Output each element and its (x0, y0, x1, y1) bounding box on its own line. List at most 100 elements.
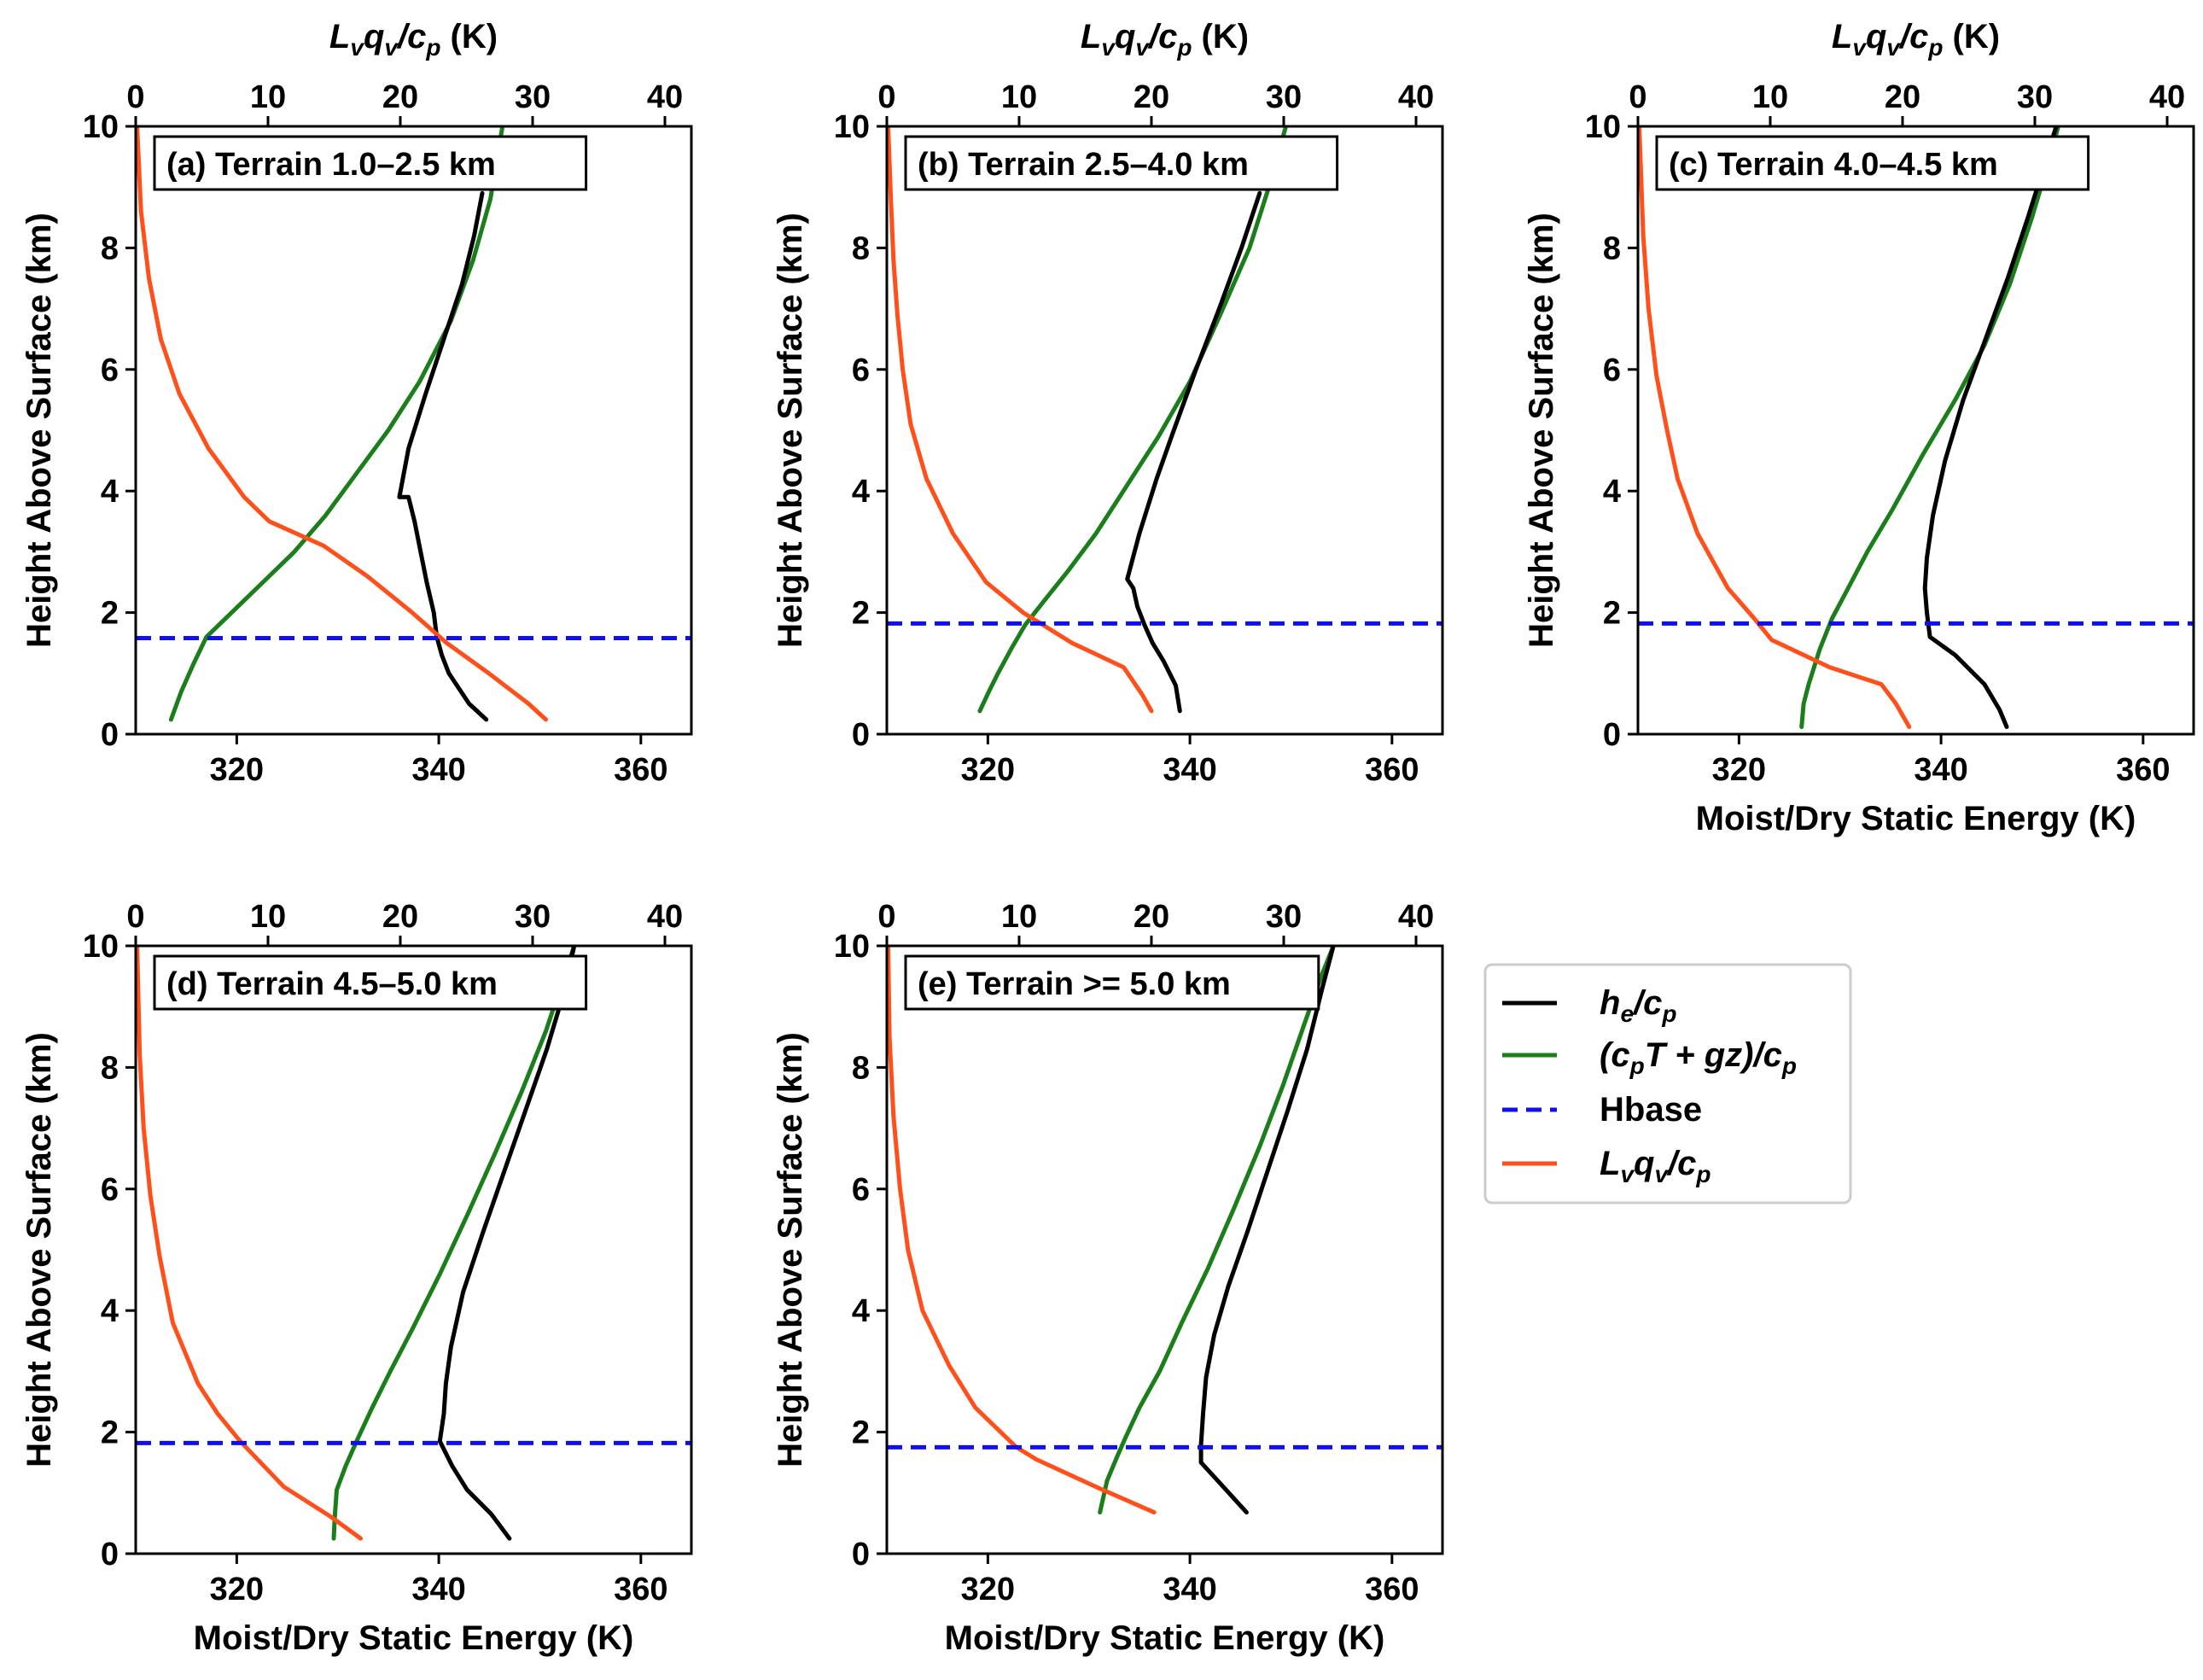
y-tick-label: 6 (101, 353, 119, 388)
y-axis-label: Height Above Surface (km) (20, 1032, 58, 1467)
top-label-units: (K) (1943, 18, 2000, 55)
series-group (136, 946, 691, 1541)
top-tick-label: 20 (382, 899, 418, 935)
y-tick-label: 10 (83, 929, 119, 965)
top-label-units: (K) (1192, 18, 1249, 55)
y-tick-label: 4 (852, 1293, 870, 1329)
panel-title-box (904, 135, 1339, 191)
x-axis-label: Moist/Dry Static Energy (K) (1696, 800, 2136, 837)
y-tick-label: 4 (852, 474, 870, 510)
top-label-div: /c (396, 18, 426, 55)
lvq-line (887, 126, 1154, 714)
panel-title-box (904, 954, 1320, 1011)
top-tick-label: 10 (1752, 79, 1788, 115)
top-tick-label: 20 (1134, 899, 1169, 935)
y-tick-label: 4 (101, 474, 119, 510)
legend-hbase-label: Hbase (1600, 1091, 1702, 1129)
dse-line (331, 946, 577, 1541)
top-label-q-sub: v (1135, 34, 1150, 61)
y-tick-label: 0 (101, 717, 119, 753)
he-line (1922, 126, 2059, 729)
y-tick-label: 8 (852, 230, 870, 266)
y-tick-label: 2 (101, 596, 119, 632)
top-tick-label: 20 (1134, 79, 1169, 115)
series-group (887, 946, 1442, 1515)
series-group (136, 126, 691, 722)
x-tick-label: 320 (961, 752, 1015, 788)
y-tick-label: 2 (101, 1415, 119, 1451)
y-tick-label: 0 (852, 1537, 870, 1572)
top-label-div-sub: p (425, 34, 440, 61)
he-line (1125, 190, 1262, 714)
y-axis-label: Height Above Surface (km) (772, 1032, 809, 1467)
top-label-L: L (1081, 18, 1101, 55)
panel-title-box (1655, 135, 2090, 191)
top-tick-label: 40 (647, 899, 683, 935)
lvq-line (136, 946, 363, 1541)
y-axis-label: Height Above Surface (km) (20, 213, 58, 648)
top-label-q: q (364, 18, 384, 55)
lvq-line (887, 946, 1157, 1515)
top-label-q: q (1115, 18, 1135, 55)
panel-title: (a) Terrain 1.0–2.5 km (166, 147, 496, 183)
legend-he-label: he/cp (1600, 984, 1676, 1027)
panel-title-box (153, 135, 588, 191)
y-tick-label: 10 (834, 109, 870, 145)
x-tick-label: 340 (411, 752, 465, 788)
top-tick-label: 20 (1885, 79, 1920, 115)
axes-frame (885, 125, 1444, 736)
top-tick-label: 20 (382, 79, 418, 115)
top-label-L: L (1832, 18, 1852, 55)
y-axis-label: Height Above Surface (km) (772, 213, 809, 648)
x-tick-label: 360 (1365, 752, 1419, 788)
x-tick-label: 360 (614, 1572, 667, 1607)
panel-title: (c) Terrain 4.0–4.5 km (1669, 147, 1998, 183)
top-label-units: (K) (440, 18, 498, 55)
x-tick-label: 360 (2116, 752, 2170, 788)
top-tick-label: 30 (1266, 79, 1302, 115)
axes-frame (885, 944, 1444, 1555)
he-line (437, 946, 577, 1541)
y-tick-label: 10 (83, 109, 119, 145)
dse-line (168, 126, 505, 722)
top-tick-label: 0 (126, 79, 144, 115)
axes-frame (1636, 125, 2195, 736)
x-tick-label: 360 (1365, 1572, 1419, 1607)
top-tick-label: 10 (250, 899, 286, 935)
top-tick-label: 0 (126, 899, 144, 935)
y-tick-label: 4 (101, 1293, 119, 1329)
he-line (397, 190, 489, 722)
top-tick-label: 40 (1398, 899, 1434, 935)
x-tick-label: 340 (1914, 752, 1967, 788)
top-tick-label: 10 (1001, 899, 1037, 935)
y-tick-label: 6 (852, 353, 870, 388)
y-tick-label: 2 (1603, 596, 1621, 632)
top-tick-label: 0 (877, 899, 895, 935)
top-label-q-sub: v (384, 34, 399, 61)
x-tick-label: 340 (411, 1572, 465, 1607)
axes-frame (134, 125, 693, 736)
top-tick-label: 30 (515, 899, 551, 935)
y-tick-label: 6 (1603, 353, 1621, 388)
x-tick-label: 360 (614, 752, 667, 788)
y-tick-label: 10 (1585, 109, 1621, 145)
top-axis-label: Lvqv/cp (K) (1832, 18, 2000, 61)
x-tick-label: 340 (1163, 752, 1216, 788)
axes-frame (134, 944, 693, 1555)
top-tick-label: 30 (2017, 79, 2053, 115)
y-tick-label: 6 (101, 1172, 119, 1208)
y-tick-label: 6 (852, 1172, 870, 1208)
dse-line (1098, 946, 1336, 1515)
x-tick-label: 320 (1712, 752, 1766, 788)
top-tick-label: 40 (1398, 79, 1434, 115)
x-tick-label: 320 (961, 1572, 1015, 1607)
x-axis-label: Moist/Dry Static Energy (K) (194, 1619, 634, 1657)
y-tick-label: 4 (1603, 474, 1621, 510)
x-tick-label: 320 (210, 1572, 264, 1607)
top-axis-label: Lvqv/cp (K) (329, 18, 498, 61)
x-axis-label: Moist/Dry Static Energy (K) (945, 1619, 1385, 1657)
y-tick-label: 10 (834, 929, 870, 965)
